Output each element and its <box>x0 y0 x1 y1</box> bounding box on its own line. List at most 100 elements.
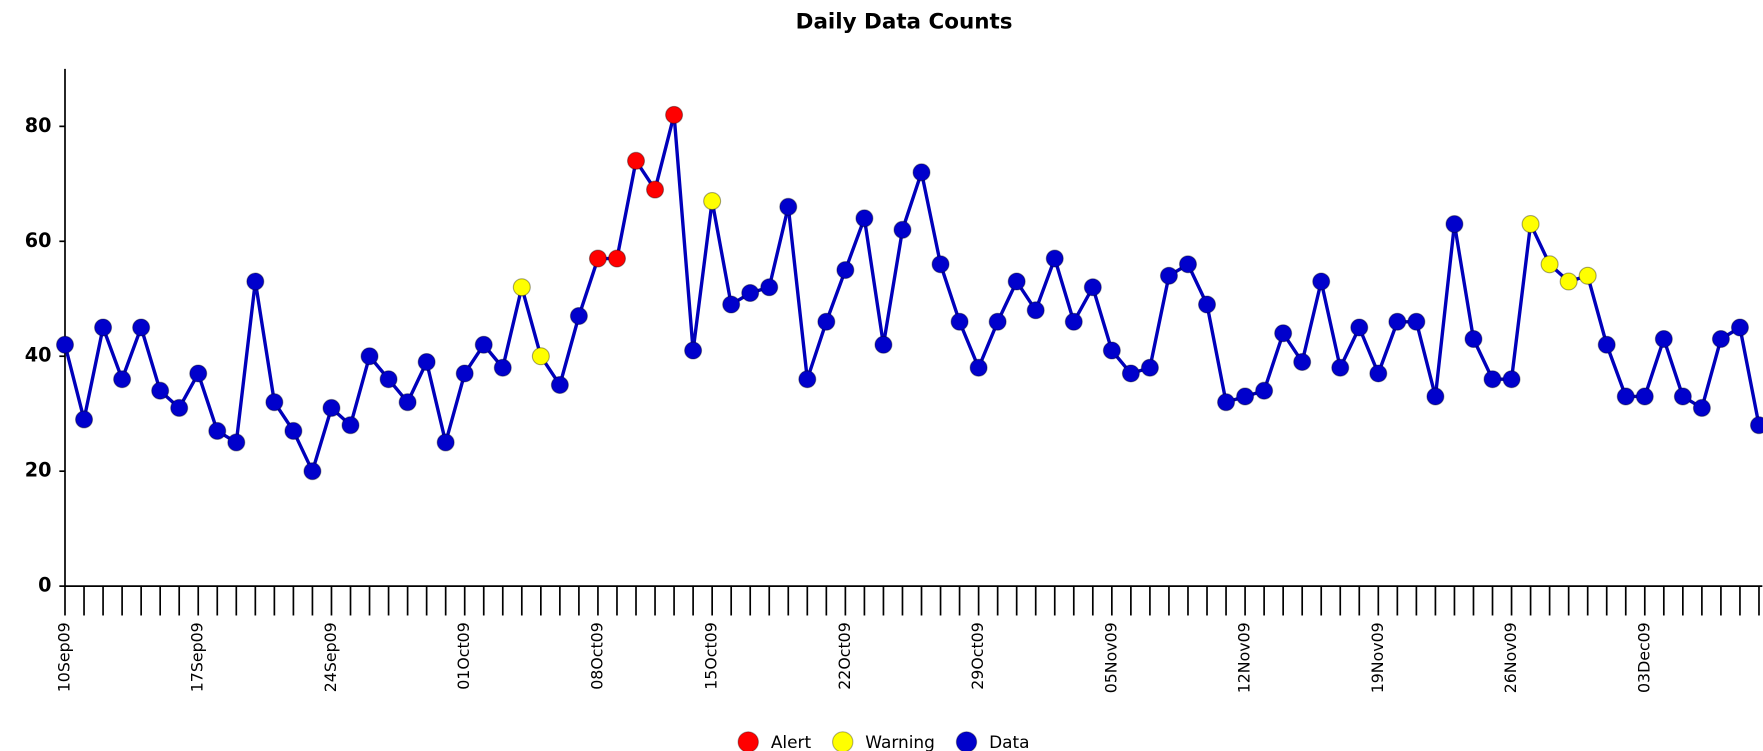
line-segment <box>824 268 848 324</box>
data-point <box>874 335 893 354</box>
data-point <box>722 295 741 314</box>
line-segment <box>196 371 219 433</box>
data-point <box>436 433 455 452</box>
data-point <box>779 197 798 216</box>
y-tick-label: 0 <box>38 574 51 597</box>
data-point <box>626 151 646 170</box>
x-tick-label: 03Dec09 <box>1634 622 1653 693</box>
x-tick-label: 10Sep09 <box>54 622 73 692</box>
data-point <box>1749 416 1763 435</box>
line-segment <box>862 216 886 347</box>
data-point <box>360 347 379 366</box>
data-point <box>1730 318 1749 337</box>
data-point <box>1559 272 1578 291</box>
line-segment <box>938 262 962 324</box>
line-segment <box>1433 222 1457 399</box>
data-point <box>1178 255 1198 274</box>
data-point <box>322 398 341 417</box>
data-point <box>1102 341 1121 360</box>
data-point <box>684 341 703 360</box>
line-segment <box>881 228 905 347</box>
data-point <box>1255 381 1274 400</box>
line-segment <box>253 279 277 404</box>
data-point <box>1007 272 1026 291</box>
data-point <box>741 283 760 303</box>
line-segment <box>1053 256 1076 324</box>
line-segment <box>1148 274 1171 370</box>
data-point <box>246 272 265 291</box>
line-segment <box>1091 285 1114 353</box>
data-point <box>1597 335 1616 354</box>
data-point <box>1159 266 1178 285</box>
y-tick-label: 60 <box>25 229 52 252</box>
line-segment <box>1034 256 1057 312</box>
line-segment <box>120 325 143 381</box>
line-segment <box>1700 337 1723 410</box>
line-segment <box>1662 337 1685 399</box>
x-tick-label: 29Oct09 <box>968 622 987 690</box>
data-point <box>1369 364 1388 383</box>
x-tick-label: 15Oct09 <box>702 622 721 690</box>
data-point <box>836 260 855 280</box>
data-point <box>1407 312 1426 331</box>
line-segment <box>1738 325 1761 427</box>
data-point <box>208 421 227 440</box>
x-tick-label: 01Oct09 <box>454 622 473 690</box>
legend-label: Alert <box>771 732 812 751</box>
data-point <box>1616 387 1635 406</box>
data-point <box>512 278 531 297</box>
data-point <box>855 209 874 228</box>
data-point <box>607 249 627 268</box>
data-point <box>569 306 588 326</box>
line-segment <box>101 325 124 381</box>
line-segment <box>443 371 467 445</box>
x-tick-label: 22Oct09 <box>835 622 854 690</box>
data-point <box>379 370 398 389</box>
data-point <box>1578 266 1597 285</box>
data-point <box>455 364 474 383</box>
legend-label: Warning <box>865 732 935 751</box>
data-point <box>74 410 94 429</box>
line-segment <box>558 314 581 387</box>
line-segment <box>672 113 695 353</box>
data-point <box>817 312 836 331</box>
line-segment <box>234 279 258 445</box>
line-segment <box>1300 279 1323 364</box>
data-point <box>1121 364 1140 383</box>
data-point <box>55 335 75 354</box>
line-segment <box>900 170 924 232</box>
data-point <box>113 370 132 389</box>
data-point <box>94 318 113 337</box>
data-point <box>1445 215 1464 234</box>
y-tick-label: 80 <box>25 114 52 137</box>
data-point <box>988 312 1007 331</box>
x-tick-label: 19Nov09 <box>1368 622 1387 693</box>
data-point <box>1083 278 1102 297</box>
line-segment <box>919 170 943 266</box>
x-tick-label: 26Nov09 <box>1501 622 1520 693</box>
data-point <box>1711 329 1730 349</box>
data-point <box>1388 312 1407 331</box>
data-point <box>303 462 322 481</box>
line-segment <box>310 406 334 473</box>
data-point <box>341 416 360 435</box>
data-point <box>1064 312 1083 331</box>
line-segment <box>615 159 638 261</box>
line-segment <box>577 256 600 318</box>
data-point <box>950 312 969 331</box>
data-point <box>1293 352 1312 372</box>
line-segment <box>767 205 790 289</box>
y-tick-label: 40 <box>25 344 52 367</box>
data-point <box>1236 387 1255 406</box>
legend-marker <box>737 731 759 751</box>
data-point <box>531 347 550 366</box>
line-segment <box>1414 320 1438 399</box>
x-tick-label: 12Nov09 <box>1235 622 1254 693</box>
line-segment <box>691 199 714 353</box>
data-point <box>493 358 512 377</box>
data-point <box>1350 318 1369 337</box>
data-point <box>1217 393 1236 412</box>
line-segment <box>424 360 448 445</box>
data-point <box>1274 324 1293 343</box>
